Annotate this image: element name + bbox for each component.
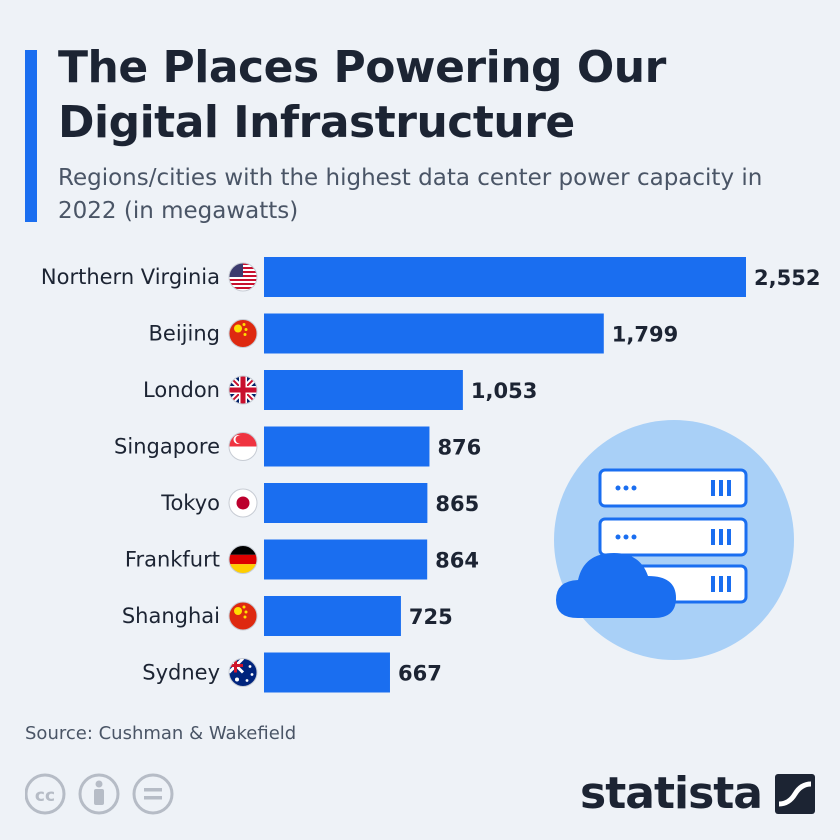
cc-icon[interactable]: cc xyxy=(25,773,66,815)
germany-flag-icon xyxy=(228,545,258,574)
us-flag-icon xyxy=(228,262,258,292)
value-label: 725 xyxy=(409,605,453,629)
category-label: Tokyo xyxy=(160,491,220,515)
value-label: 2,552 xyxy=(754,266,820,290)
japan-flag-icon xyxy=(228,488,258,518)
attribution-icon[interactable] xyxy=(78,773,120,815)
category-label: Sydney xyxy=(142,661,220,685)
australia-flag-icon xyxy=(228,658,258,687)
bar xyxy=(264,483,428,523)
title-accent-bar xyxy=(25,50,37,222)
china-flag-icon xyxy=(228,601,258,631)
value-label: 865 xyxy=(435,492,479,516)
bar xyxy=(264,652,390,693)
source-note: Source: Cushman & Wakefield xyxy=(25,723,297,744)
category-label: Shanghai xyxy=(122,604,220,628)
chart-subtitle: Regions/cities with the highest data cen… xyxy=(58,165,763,224)
license-icons[interactable]: cc xyxy=(25,772,175,816)
cloud-icon xyxy=(556,553,676,618)
uk-flag-icon xyxy=(228,375,258,405)
category-label: Northern Virginia xyxy=(41,265,220,289)
bar xyxy=(264,313,604,354)
singapore-flag-icon xyxy=(228,432,258,461)
svg-text:cc: cc xyxy=(35,786,55,806)
bar-chart: Northern Virginia 2,552 Beijing 1,799 London… xyxy=(41,257,820,693)
value-label: 667 xyxy=(398,662,442,686)
bar xyxy=(264,426,430,467)
value-label: 1,799 xyxy=(612,323,678,347)
category-label: Singapore xyxy=(114,435,220,459)
category-label: Beijing xyxy=(149,322,220,346)
category-label: Frankfurt xyxy=(125,548,220,572)
server-cloud-illustration xyxy=(554,420,794,660)
statista-mark-icon xyxy=(775,774,815,814)
chart-title: The Places Powering Our Digital Infrastr… xyxy=(58,42,666,148)
no-derivatives-icon[interactable] xyxy=(132,773,174,815)
bar xyxy=(264,257,746,297)
statista-logo[interactable]: statista xyxy=(580,768,763,819)
value-label: 1,053 xyxy=(471,379,537,403)
value-label: 864 xyxy=(435,549,479,573)
value-label: 876 xyxy=(437,436,481,460)
bar xyxy=(264,370,463,410)
china-flag-icon xyxy=(228,319,258,348)
bar xyxy=(264,596,401,636)
bar xyxy=(264,539,428,580)
category-label: London xyxy=(143,378,220,402)
